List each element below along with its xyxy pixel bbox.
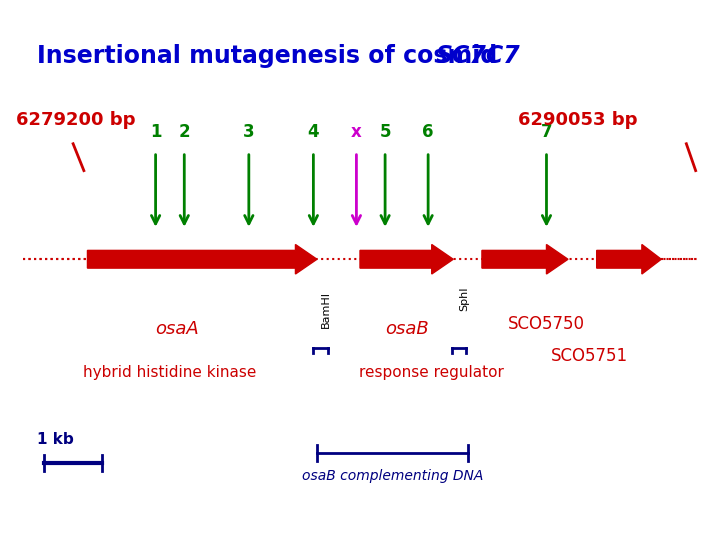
Text: SCO5751: SCO5751 xyxy=(551,347,628,366)
Text: 3: 3 xyxy=(243,123,255,141)
Polygon shape xyxy=(597,245,661,274)
Text: 1 kb: 1 kb xyxy=(37,433,74,447)
Text: SC7C7: SC7C7 xyxy=(436,44,520,69)
Text: 6279200 bp: 6279200 bp xyxy=(16,111,135,129)
Text: response regulator: response regulator xyxy=(359,366,504,381)
Text: osaB complementing DNA: osaB complementing DNA xyxy=(302,469,483,483)
Text: 1: 1 xyxy=(150,123,161,141)
Text: 2: 2 xyxy=(179,123,190,141)
Text: 6290053 bp: 6290053 bp xyxy=(518,111,637,129)
Text: BamHI: BamHI xyxy=(320,292,330,328)
Text: 7: 7 xyxy=(541,123,552,141)
Text: SphI: SphI xyxy=(459,286,469,310)
Text: hybrid histidine kinase: hybrid histidine kinase xyxy=(84,366,256,381)
Text: 6: 6 xyxy=(423,123,434,141)
Text: 4: 4 xyxy=(307,123,319,141)
Text: Insertional mutagenesis of cosmid: Insertional mutagenesis of cosmid xyxy=(37,44,505,69)
Polygon shape xyxy=(87,245,317,274)
Text: x: x xyxy=(351,123,361,141)
Text: 5: 5 xyxy=(379,123,391,141)
Text: osaA: osaA xyxy=(156,320,199,339)
Text: SCO5750: SCO5750 xyxy=(508,315,585,333)
Polygon shape xyxy=(360,245,453,274)
Text: osaB: osaB xyxy=(384,320,428,339)
Polygon shape xyxy=(482,245,568,274)
